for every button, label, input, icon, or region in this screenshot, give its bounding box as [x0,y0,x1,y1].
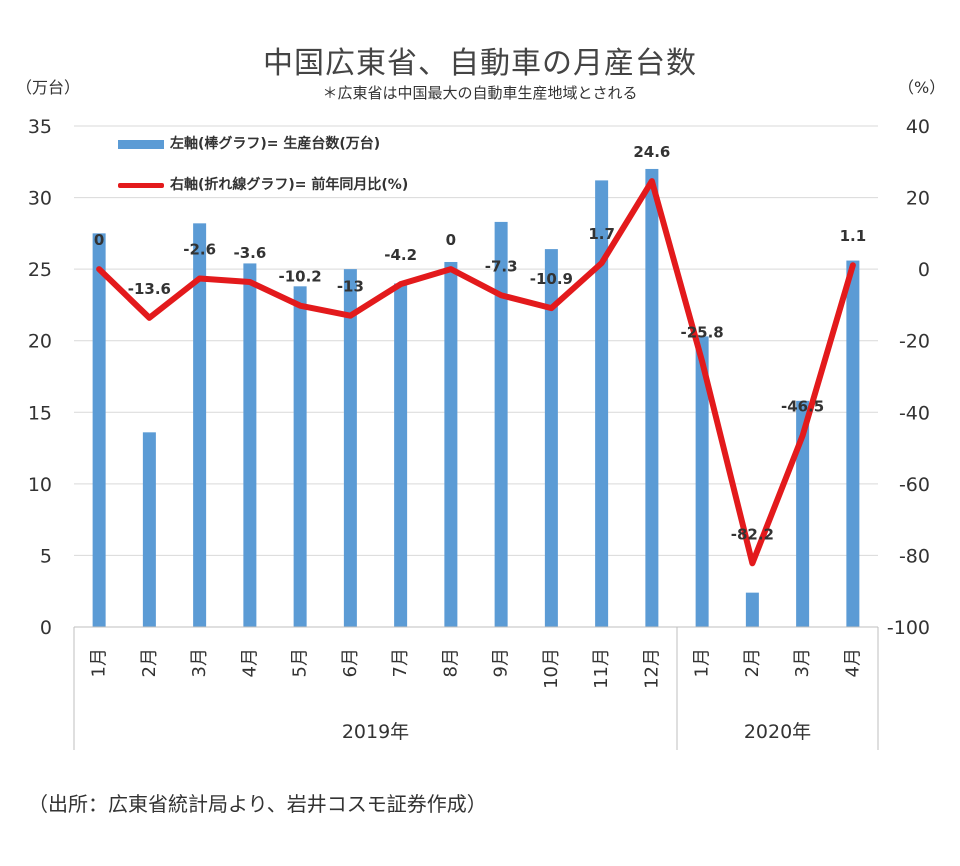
right-axis-tick-label: -80 [899,545,930,567]
category-label: 9月 [491,648,512,677]
left-axis-tick-label: 10 [28,474,52,496]
right-axis-tick-label: -100 [887,617,930,639]
bar [293,286,307,627]
category-label: 4月 [842,648,863,677]
source-note: （出所：広東省統計局より、岩井コスモ証券作成） [28,792,487,816]
group-label: 2019年 [342,721,409,743]
bar [645,168,659,627]
line-data-label: -13.6 [128,280,171,298]
right-axis-tick-label: -60 [899,474,930,496]
bar [343,269,357,627]
bar [193,223,207,627]
line-data-label: 1.1 [840,227,867,245]
category-label: 11月 [591,648,612,689]
left-axis-tick-label: 20 [28,331,52,353]
category-label: 2月 [139,648,160,677]
category-label: 2月 [742,648,763,677]
line-data-label: -25.8 [681,323,724,341]
category-label: 6月 [340,648,361,677]
category-label: 4月 [239,648,260,677]
bar [444,261,458,627]
right-axis-tick-label: -40 [899,402,930,424]
legend-bar-label: 左軸(棒グラフ)= 生産台数(万台) [170,136,381,152]
left-axis-tick-label: 30 [28,188,52,210]
right-axis-tick-label: -20 [899,331,930,353]
left-axis-unit: （万台） [16,78,81,97]
legend-bar-entry: 左軸(棒グラフ)= 生産台数(万台) [118,133,380,153]
line-data-label: -4.2 [384,246,417,264]
bar [544,249,558,628]
legend-line-swatch [118,182,164,188]
bar [595,180,609,627]
chart-subtitle: ＊広東省は中国最大の自動車生産地域とされる [322,84,638,102]
line-data-label: 0 [446,231,456,249]
line-data-label: -13 [337,278,364,296]
right-axis-tick-label: 40 [906,116,930,138]
bar [92,233,106,627]
bar [796,400,810,627]
yoy-line [96,178,856,567]
line-data-label: -3.6 [233,244,266,262]
line-data-label: 0 [94,231,104,249]
left-axis-tick-label: 15 [28,402,52,424]
line-data-label: -10.9 [530,270,573,288]
line-data-label: -10.2 [279,268,322,286]
left-axis-tick-label: 0 [40,617,52,639]
left-axis-tick-label: 5 [40,545,52,567]
line-data-label: 1.7 [588,225,615,243]
legend-bar-swatch [118,139,164,149]
line-data-label: -46.5 [781,398,824,416]
bar [695,336,709,627]
category-label: 3月 [189,648,210,677]
category-label: 7月 [390,648,411,677]
line-data-label: 24.6 [633,143,670,161]
chart-title: 中国広東省、自動車の月産台数 [263,46,697,81]
category-label: 5月 [290,648,311,677]
left-axis-tick-label: 35 [28,116,52,138]
left-axis-tick-label: 25 [28,259,52,281]
group-label: 2020年 [744,721,811,743]
legend-line-entry: 右軸(折れ線グラフ)= 前年同月比(%) [118,174,408,194]
bar [142,432,156,627]
category-label: 12月 [641,648,662,689]
right-axis-tick-label: 0 [918,259,930,281]
bar [846,260,860,627]
category-label: 1月 [692,648,713,677]
line-data-label: -7.3 [485,257,518,275]
bar [394,283,408,627]
line-data-label: -82.2 [731,525,774,543]
category-label: 8月 [440,648,461,677]
category-label: 3月 [792,648,813,677]
legend-line-label: 右軸(折れ線グラフ)= 前年同月比(%) [170,177,409,193]
category-label: 1月 [89,648,110,677]
bar [243,263,257,627]
right-axis-tick-label: 20 [906,188,930,210]
category-label: 10月 [541,648,562,689]
bar [494,221,508,628]
bar [745,592,759,627]
right-axis-unit: （%） [898,78,946,97]
line-data-label: -2.6 [183,240,216,258]
